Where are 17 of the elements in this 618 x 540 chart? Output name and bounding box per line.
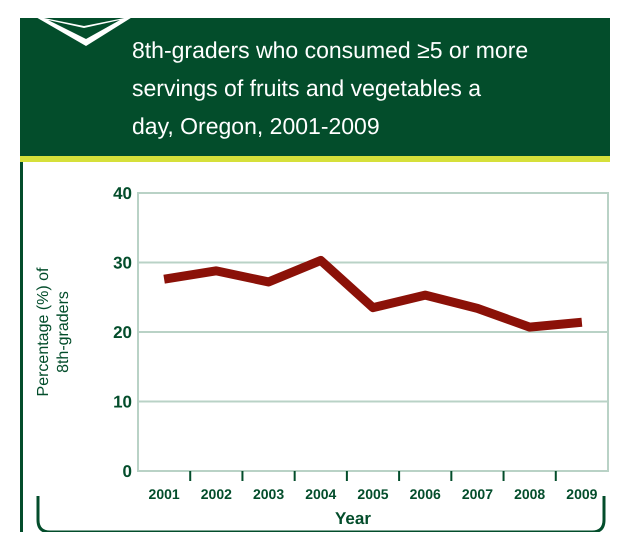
y-tick-label: 30 bbox=[113, 253, 132, 272]
y-tick-label: 40 bbox=[113, 184, 132, 203]
x-tick-label: 2007 bbox=[462, 486, 494, 502]
x-tick-label: 2003 bbox=[252, 486, 284, 502]
x-tick-label: 2001 bbox=[148, 486, 180, 502]
y-tick-label: 0 bbox=[122, 462, 132, 481]
y-tick-label: 10 bbox=[113, 392, 132, 412]
x-tick-label: 2002 bbox=[200, 486, 232, 502]
y-axis-title: Percentage (%) of 8th-graders bbox=[35, 266, 72, 396]
x-tick-label: 2005 bbox=[357, 486, 389, 502]
x-tick-label: 2004 bbox=[305, 486, 337, 502]
chart-title: 8th-graders who consumed ≥5 or more servings of fruits and vegetables a day, Oregon, 2001-2009 bbox=[132, 37, 528, 139]
y-tick-label: 20 bbox=[113, 322, 132, 342]
x-tick-label: 2006 bbox=[410, 486, 442, 502]
x-axis-title: Year bbox=[335, 509, 372, 528]
x-tick-label: 2008 bbox=[514, 486, 546, 502]
x-tick-label: 2009 bbox=[566, 486, 598, 502]
